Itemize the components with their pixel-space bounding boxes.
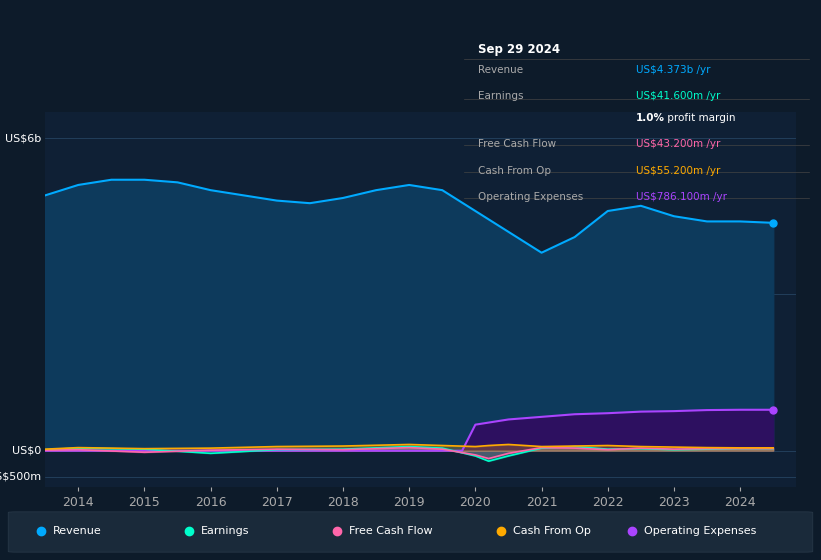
Text: US$786.100m /yr: US$786.100m /yr	[636, 192, 727, 202]
Text: Cash From Op: Cash From Op	[513, 526, 591, 536]
Text: Earnings: Earnings	[201, 526, 250, 536]
Text: 1.0%: 1.0%	[636, 113, 665, 123]
Text: profit margin: profit margin	[664, 113, 736, 123]
Text: US$6b: US$6b	[5, 133, 41, 143]
Text: Cash From Op: Cash From Op	[478, 166, 551, 175]
Text: Operating Expenses: Operating Expenses	[644, 526, 757, 536]
Text: Earnings: Earnings	[478, 91, 523, 101]
Text: Revenue: Revenue	[478, 65, 523, 74]
Text: Revenue: Revenue	[53, 526, 102, 536]
Text: US$0: US$0	[12, 446, 41, 456]
FancyBboxPatch shape	[8, 512, 813, 552]
Text: US$41.600m /yr: US$41.600m /yr	[636, 91, 721, 101]
Text: Free Cash Flow: Free Cash Flow	[349, 526, 433, 536]
Text: US$55.200m /yr: US$55.200m /yr	[636, 166, 721, 175]
Text: Sep 29 2024: Sep 29 2024	[478, 43, 560, 55]
Text: Operating Expenses: Operating Expenses	[478, 192, 583, 202]
Text: Free Cash Flow: Free Cash Flow	[478, 139, 556, 150]
Text: -US$500m: -US$500m	[0, 472, 41, 482]
Text: US$4.373b /yr: US$4.373b /yr	[636, 65, 711, 74]
Text: US$43.200m /yr: US$43.200m /yr	[636, 139, 721, 150]
